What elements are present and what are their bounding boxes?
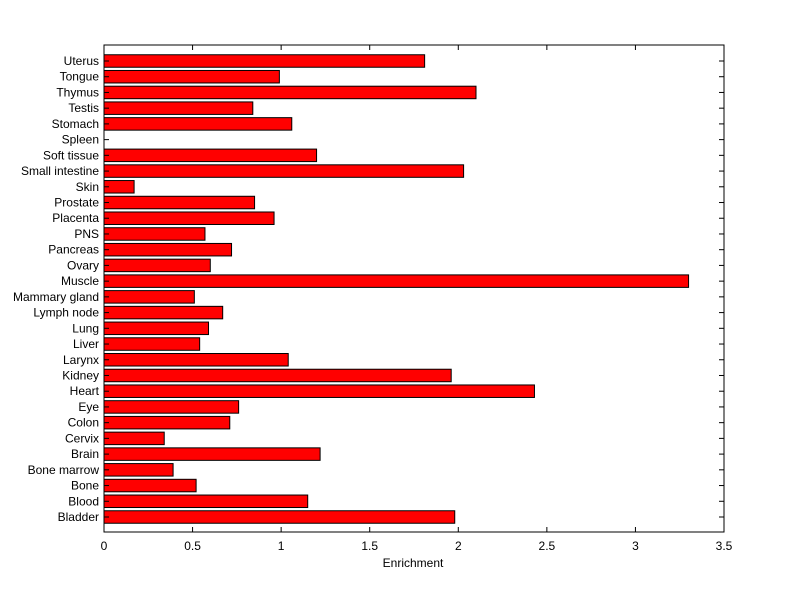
bar-small-intestine: [103, 164, 465, 178]
bar-kidney: [103, 368, 452, 383]
bar-pns: [103, 227, 206, 241]
y-tick-label-ovary: Ovary: [67, 258, 99, 272]
ticks-group: [103, 45, 725, 532]
y-tick-label-blood: Blood: [68, 494, 99, 508]
bar-tongue: [103, 69, 280, 84]
bar-mammary-gland: [103, 290, 195, 304]
x-tick-label-7: 3.5: [716, 539, 733, 553]
bar-larynx: [103, 353, 289, 367]
y-tick-label-brain: Brain: [71, 447, 99, 461]
bar-brain: [103, 447, 321, 461]
y-tick-label-muscle: Muscle: [61, 274, 99, 288]
y-tick-label-kidney: Kidney: [62, 368, 99, 382]
x-tick-label-2: 1: [278, 539, 285, 553]
bar-lung: [103, 321, 210, 336]
y-tick-label-larynx: Larynx: [63, 353, 99, 367]
bar-lymph-node: [103, 305, 224, 320]
y-tick-label-thymus: Thymus: [56, 85, 99, 99]
y-tick-label-stomach: Stomach: [52, 117, 99, 131]
y-tick-label-prostate: Prostate: [54, 196, 99, 210]
x-axis-label: Enrichment: [383, 556, 444, 570]
bar-bone: [103, 478, 197, 493]
bar-colon: [103, 415, 231, 430]
bar-bone-marrow: [103, 463, 174, 477]
y-tick-label-placenta: Placenta: [52, 211, 99, 225]
plot-area-frame: [103, 44, 725, 533]
y-tick-label-soft-tissue: Soft tissue: [43, 148, 99, 162]
y-tick-label-bone-marrow: Bone marrow: [28, 463, 100, 477]
bar-heart: [103, 384, 535, 398]
x-tick-labels-group: 0 0.5 1 1.5 2 2.5 3 3.5: [101, 539, 733, 553]
x-tick-label-1: 0.5: [184, 539, 201, 553]
y-tick-label-tongue: Tongue: [60, 70, 100, 84]
y-tick-label-liver: Liver: [73, 337, 99, 351]
y-tick-label-pancreas: Pancreas: [48, 243, 99, 257]
x-tick-label-3: 1.5: [361, 539, 378, 553]
y-tick-label-uterus: Uterus: [64, 54, 99, 68]
y-tick-label-small-intestine: Small intestine: [21, 164, 99, 178]
y-tick-label-lymph-node: Lymph node: [33, 306, 99, 320]
y-tick-label-spleen: Spleen: [62, 133, 99, 147]
bar-stomach: [103, 117, 293, 131]
bar-prostate: [103, 195, 256, 210]
x-tick-label-0: 0: [101, 539, 108, 553]
y-tick-label-skin: Skin: [76, 180, 99, 194]
bar-cervix: [103, 431, 165, 446]
x-tick-label-5: 2.5: [539, 539, 556, 553]
bar-placenta: [103, 211, 275, 225]
bar-bladder: [103, 510, 456, 524]
y-tick-label-eye: Eye: [78, 400, 99, 414]
bar-liver: [103, 337, 201, 351]
y-tick-label-heart: Heart: [70, 384, 100, 398]
y-tick-label-bladder: Bladder: [58, 510, 99, 524]
bar-soft-tissue: [103, 148, 318, 163]
bar-muscle: [103, 274, 690, 288]
y-tick-label-testis: Testis: [68, 101, 99, 115]
bar-testis: [103, 101, 254, 115]
bar-pancreas: [103, 242, 233, 257]
bar-eye: [103, 400, 240, 414]
x-tick-label-6: 3: [632, 539, 639, 553]
y-tick-label-lung: Lung: [72, 321, 99, 335]
bar-blood: [103, 494, 309, 509]
y-tick-label-cervix: Cervix: [65, 431, 99, 445]
y-tick-label-bone: Bone: [71, 479, 99, 493]
bar-uterus: [103, 54, 426, 68]
bar-thymus: [103, 85, 477, 100]
y-tick-label-pns: PNS: [74, 227, 99, 241]
bars-group: [103, 54, 690, 524]
y-tick-label-mammary-gland: Mammary gland: [13, 290, 99, 304]
x-tick-label-4: 2: [455, 539, 462, 553]
y-tick-label-colon: Colon: [68, 416, 99, 430]
bar-ovary: [103, 258, 211, 273]
